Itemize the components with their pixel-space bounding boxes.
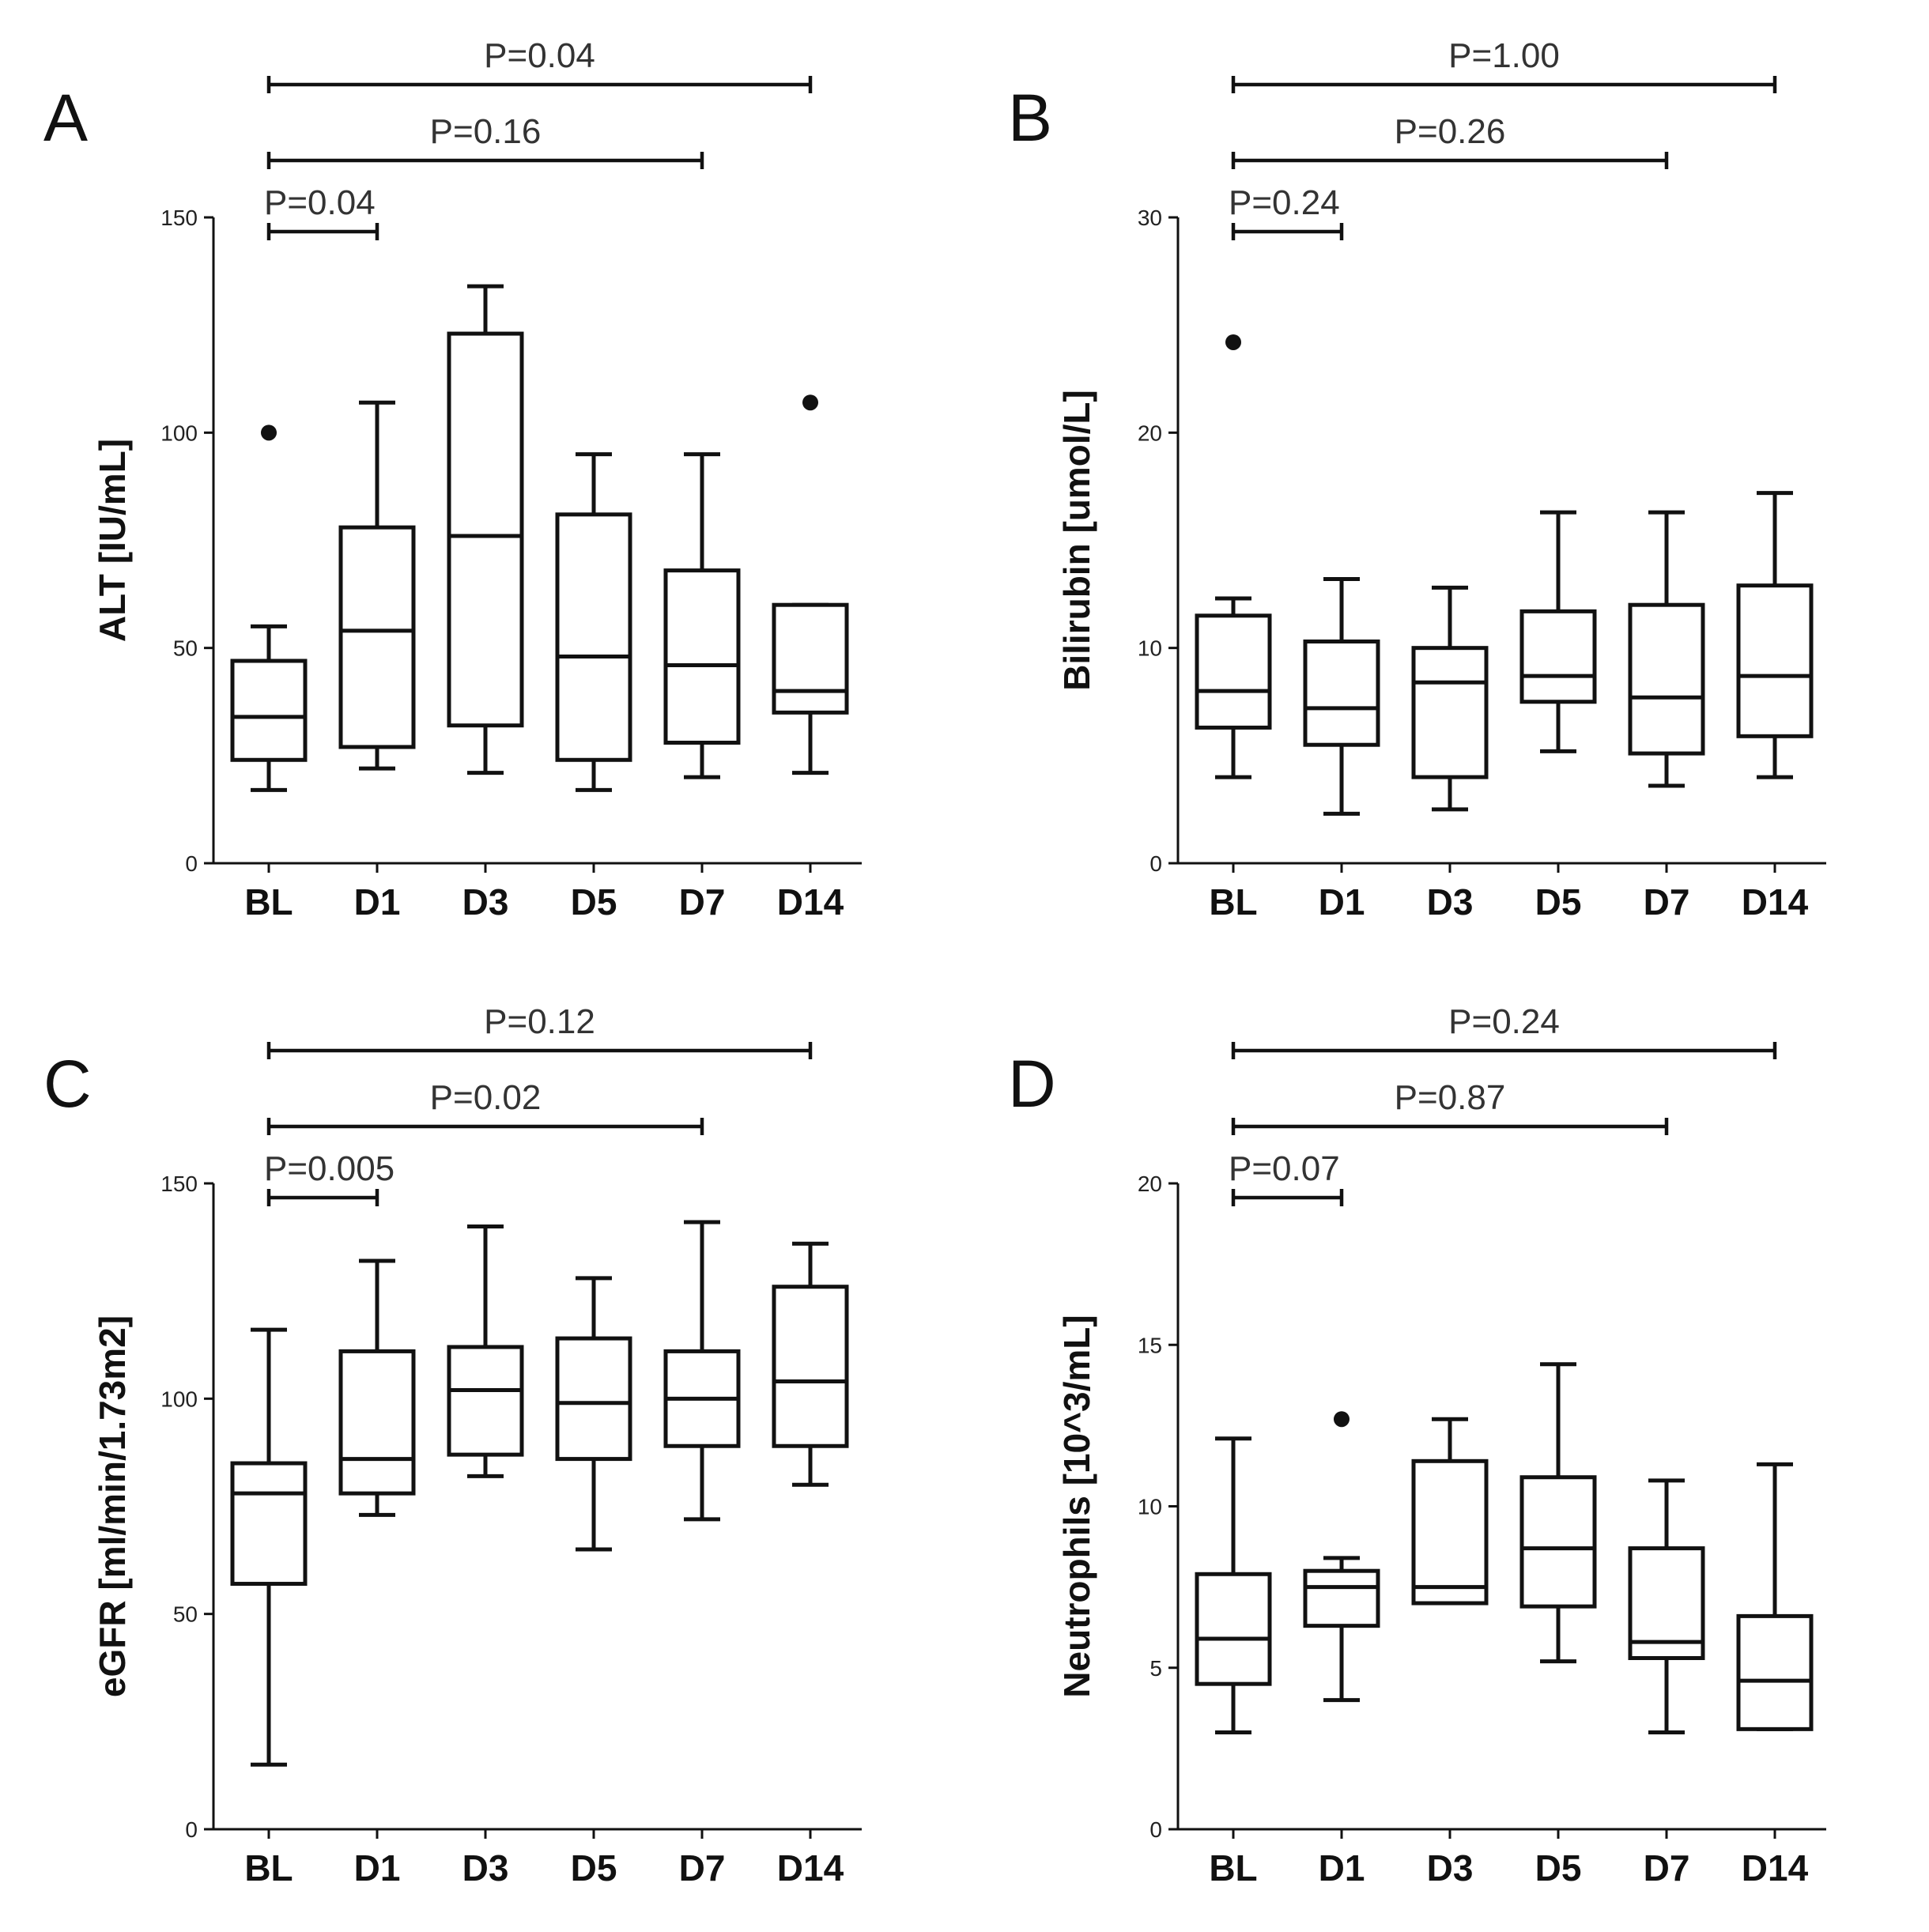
comparison-p-value: P=0.24 (1229, 183, 1340, 222)
y-axis-label: ALT [IU/mL] (92, 439, 133, 642)
comparison-p-value: P=0.24 (1448, 1002, 1560, 1041)
x-tick-label: D5 (571, 881, 617, 923)
panel-d: D 0 5 10 15 20 Neutrophils [10^3/mL] BL D1 D3 D5 D7… (965, 966, 1929, 1932)
panel-c-chart: C 0 50 100 150 eGFR [ml/min/1.73m2] BL D1 D3 D5 D7… (43, 1002, 862, 1889)
panel-letter: A (43, 81, 88, 155)
x-tick-label: D1 (1319, 881, 1365, 923)
panel-a-chart: A 0 50 100 150 ALT [IU/mL] BL D1 D3 D5 D7 D14 P=0.04… (43, 36, 862, 923)
x-tick-label: BL (1209, 881, 1257, 923)
panel-d-chart: D 0 5 10 15 20 Neutrophils [10^3/mL] BL D1 D3 D5 D7… (1008, 1002, 1826, 1889)
y-tick-label: 100 (160, 1387, 198, 1411)
x-tick-label: D5 (571, 1847, 617, 1889)
box-iqr (772, 602, 849, 715)
x-tick-label: D14 (1742, 881, 1809, 923)
comparison-p-value: P=0.02 (430, 1078, 542, 1117)
box-iqr (447, 1345, 524, 1457)
y-tick-label: 0 (1149, 1817, 1162, 1842)
x-tick-label: D3 (462, 881, 509, 923)
outlier-point (802, 394, 818, 411)
box-iqr (1411, 646, 1489, 779)
comparison-p-value: P=0.07 (1229, 1149, 1340, 1188)
comparison-p-value: P=1.00 (1448, 36, 1560, 75)
y-tick-label: 10 (1138, 1495, 1162, 1519)
x-tick-label: D3 (462, 1847, 509, 1889)
box-iqr (1519, 1475, 1597, 1609)
comparison-p-value: P=0.005 (264, 1149, 394, 1188)
box-iqr (447, 331, 524, 728)
panel-c: C 0 50 100 150 eGFR [ml/min/1.73m2] BL D1 D3 D5 D7… (0, 966, 965, 1932)
comparison-p-value: P=0.04 (264, 183, 376, 222)
box-iqr (555, 512, 632, 762)
x-tick-label: D14 (777, 881, 844, 923)
box-iqr (338, 525, 416, 749)
x-tick-label: BL (244, 881, 293, 923)
y-tick-label: 10 (1138, 636, 1162, 661)
panel-a: A 0 50 100 150 ALT [IU/mL] BL D1 D3 D5 D7 D14 P=0.04… (0, 0, 965, 966)
panel-letter: C (43, 1047, 92, 1121)
x-tick-label: D14 (777, 1847, 844, 1889)
y-tick-label: 50 (173, 636, 198, 661)
box-iqr (1411, 1458, 1489, 1606)
y-tick-label: 50 (173, 1602, 198, 1627)
panel-letter: D (1008, 1047, 1056, 1121)
x-tick-label: D1 (354, 1847, 401, 1889)
y-axis-label: Neutrophils [10^3/mL] (1056, 1315, 1097, 1697)
box-iqr (1628, 602, 1705, 756)
x-tick-label: D1 (354, 881, 401, 923)
outlier-point (1225, 334, 1241, 350)
x-tick-label: D5 (1535, 1847, 1582, 1889)
comparison-p-value: P=0.16 (430, 112, 542, 151)
x-tick-label: D3 (1427, 881, 1474, 923)
box-iqr (1736, 1613, 1814, 1731)
box-iqr (230, 658, 308, 762)
box-iqr (1303, 639, 1380, 747)
panel-b: B 0 10 20 30 Bilirubin [umol/L] BL D1 D3 D5 D7 D14 P… (965, 0, 1929, 966)
x-tick-label: D7 (1644, 1847, 1690, 1889)
x-tick-label: BL (1209, 1847, 1257, 1889)
y-tick-label: 0 (185, 851, 198, 876)
x-tick-label: D7 (679, 1847, 726, 1889)
box-iqr (1195, 1572, 1272, 1686)
box-iqr (1303, 1568, 1380, 1628)
box-iqr (338, 1349, 416, 1496)
y-axis-label: eGFR [ml/min/1.73m2] (92, 1315, 133, 1697)
y-tick-label: 150 (160, 1172, 198, 1196)
x-tick-label: D7 (679, 881, 726, 923)
panel-b-chart: B 0 10 20 30 Bilirubin [umol/L] BL D1 D3 D5 D7 D14 P… (1008, 36, 1826, 923)
comparison-p-value: P=0.12 (484, 1002, 595, 1041)
y-tick-label: 30 (1138, 206, 1162, 230)
box-iqr (230, 1461, 308, 1587)
comparison-p-value: P=0.26 (1395, 112, 1506, 151)
y-tick-label: 20 (1138, 1172, 1162, 1196)
panel-letter: B (1008, 81, 1052, 155)
box-iqr (1628, 1546, 1705, 1660)
x-tick-label: D14 (1742, 1847, 1809, 1889)
box-iqr (1519, 609, 1597, 704)
box-iqr (1736, 583, 1814, 738)
y-tick-label: 15 (1138, 1333, 1162, 1357)
y-tick-label: 150 (160, 206, 198, 230)
x-tick-label: D5 (1535, 881, 1582, 923)
comparison-p-value: P=0.87 (1395, 1078, 1506, 1117)
comparison-p-value: P=0.04 (484, 36, 595, 75)
x-tick-label: D1 (1319, 1847, 1365, 1889)
y-tick-label: 100 (160, 421, 198, 445)
box-iqr (555, 1336, 632, 1462)
x-tick-label: BL (244, 1847, 293, 1889)
y-tick-label: 0 (185, 1817, 198, 1842)
y-axis-label: Bilirubin [umol/L] (1056, 390, 1097, 691)
y-tick-label: 20 (1138, 421, 1162, 445)
y-tick-label: 0 (1149, 851, 1162, 876)
x-tick-label: D3 (1427, 1847, 1474, 1889)
box-iqr (772, 1285, 849, 1448)
outlier-point (1334, 1411, 1350, 1428)
x-tick-label: D7 (1644, 881, 1690, 923)
box-iqr (663, 568, 741, 745)
box-iqr (1195, 613, 1272, 730)
outlier-point (261, 425, 277, 441)
y-tick-label: 5 (1149, 1656, 1162, 1681)
